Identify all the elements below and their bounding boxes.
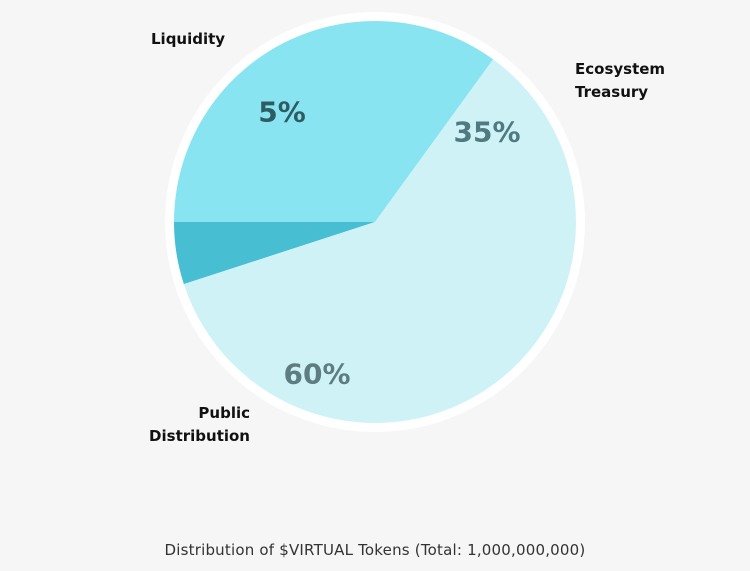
category-labels: Liquidity Ecosystem Treasury Public Distribu… (149, 30, 665, 445)
pie-slice-1 (174, 222, 375, 285)
pie-slice-2 (174, 21, 494, 222)
chart-caption: Distribution of $VIRTUAL Tokens (Total: … (164, 541, 586, 559)
category-label-3-line-1: Public (198, 404, 250, 422)
pie-slice-3 (183, 59, 576, 424)
category-label-3-line-2: Distribution (149, 427, 250, 445)
percent-label-1: 5% (258, 96, 306, 129)
category-label-2-line-1: Ecosystem (575, 60, 665, 78)
category-label-1-line-1: Liquidity (151, 30, 225, 48)
percent-labels: 5% 35% 60% (258, 96, 520, 391)
percent-label-2: 35% (453, 116, 520, 149)
pie-slices (174, 21, 576, 424)
category-label-2-line-2: Treasury (575, 83, 648, 101)
percent-label-3: 60% (283, 358, 350, 391)
